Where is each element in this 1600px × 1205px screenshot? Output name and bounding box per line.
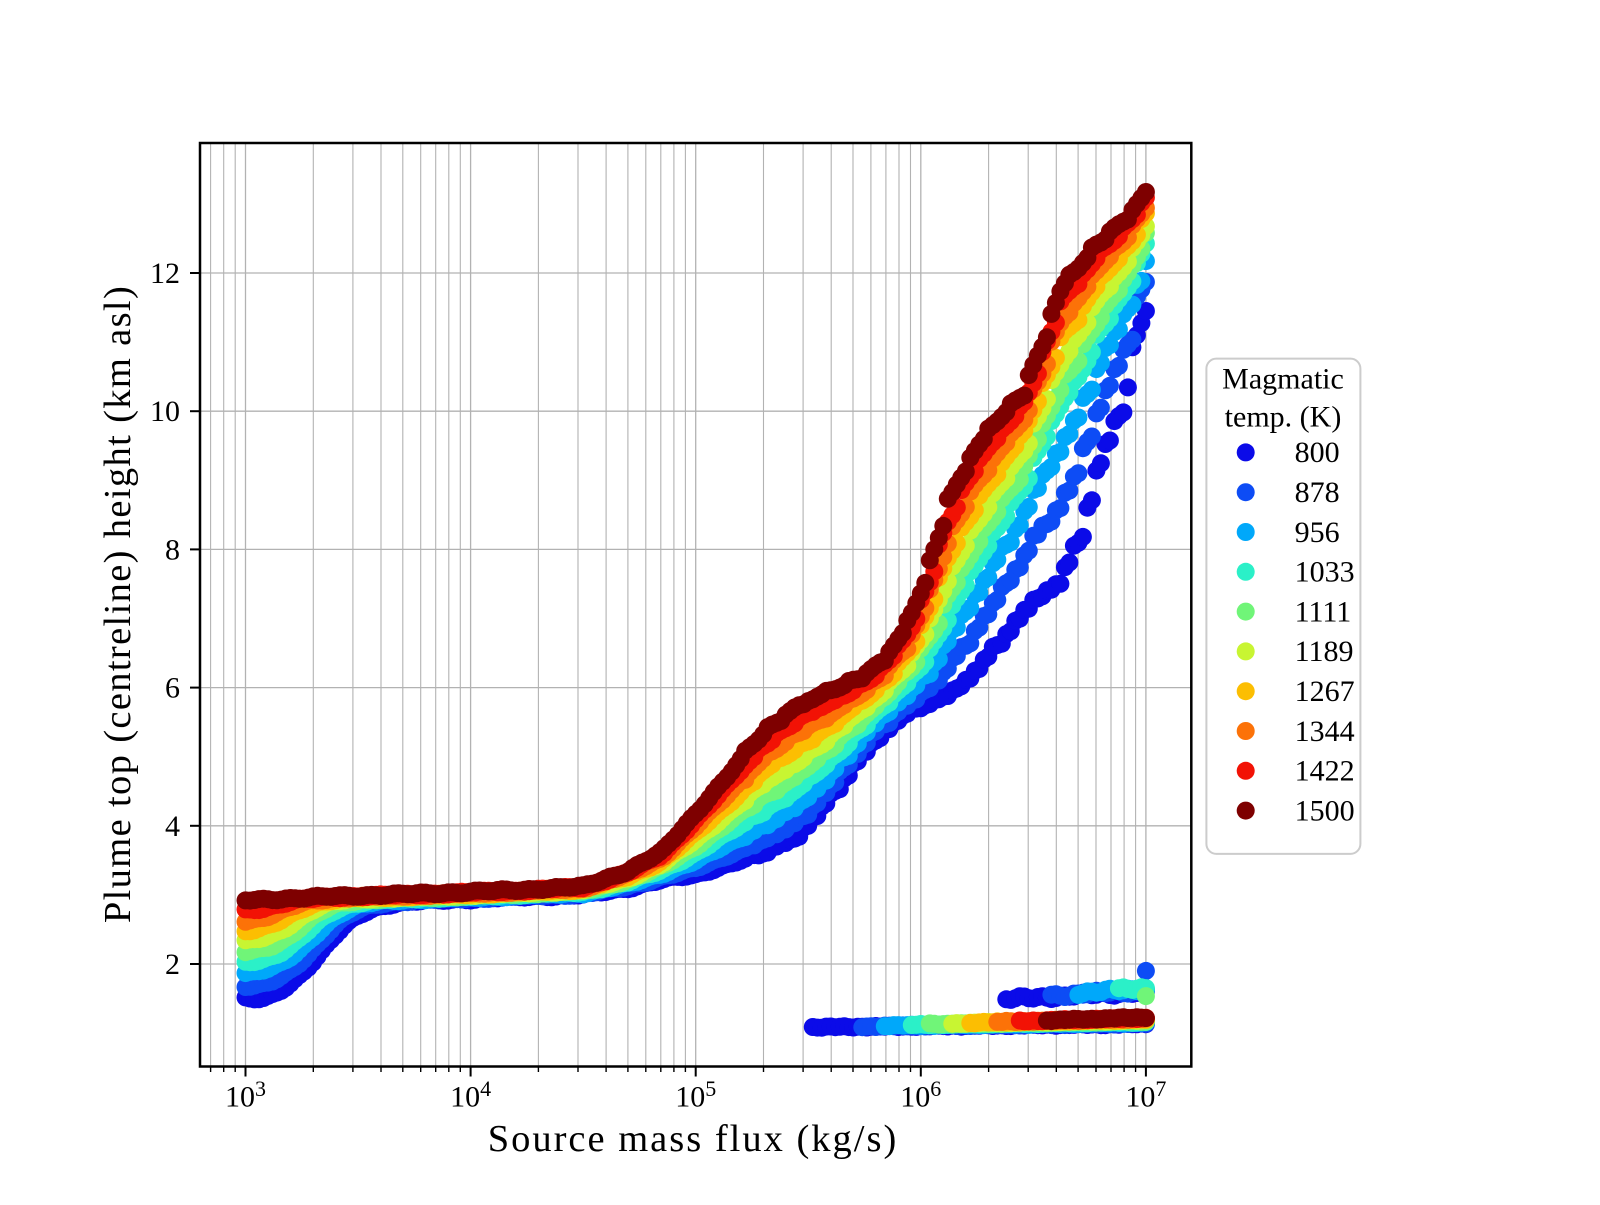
- svg-text:800: 800: [1295, 436, 1340, 469]
- svg-text:1189: 1189: [1295, 635, 1354, 668]
- svg-text:1344: 1344: [1295, 715, 1355, 748]
- svg-text:1111: 1111: [1295, 595, 1352, 628]
- svg-text:10: 10: [150, 395, 180, 428]
- svg-text:1033: 1033: [1295, 556, 1355, 589]
- svg-text:1267: 1267: [1295, 675, 1355, 708]
- svg-text:12: 12: [150, 257, 180, 290]
- svg-text:6: 6: [165, 672, 180, 705]
- svg-text:878: 878: [1295, 476, 1340, 509]
- svg-text:2: 2: [165, 948, 180, 981]
- svg-text:Magmatic: Magmatic: [1222, 363, 1344, 396]
- svg-text:Plume top (centreline) height: Plume top (centreline) height (km asl): [97, 285, 139, 923]
- svg-text:Source mass flux (kg/s): Source mass flux (kg/s): [488, 1118, 899, 1160]
- svg-text:temp. (K): temp. (K): [1225, 400, 1342, 433]
- svg-text:8: 8: [165, 533, 180, 566]
- svg-text:1500: 1500: [1295, 794, 1355, 827]
- svg-text:956: 956: [1295, 516, 1340, 549]
- svg-text:4: 4: [165, 810, 180, 843]
- svg-text:1422: 1422: [1295, 755, 1355, 788]
